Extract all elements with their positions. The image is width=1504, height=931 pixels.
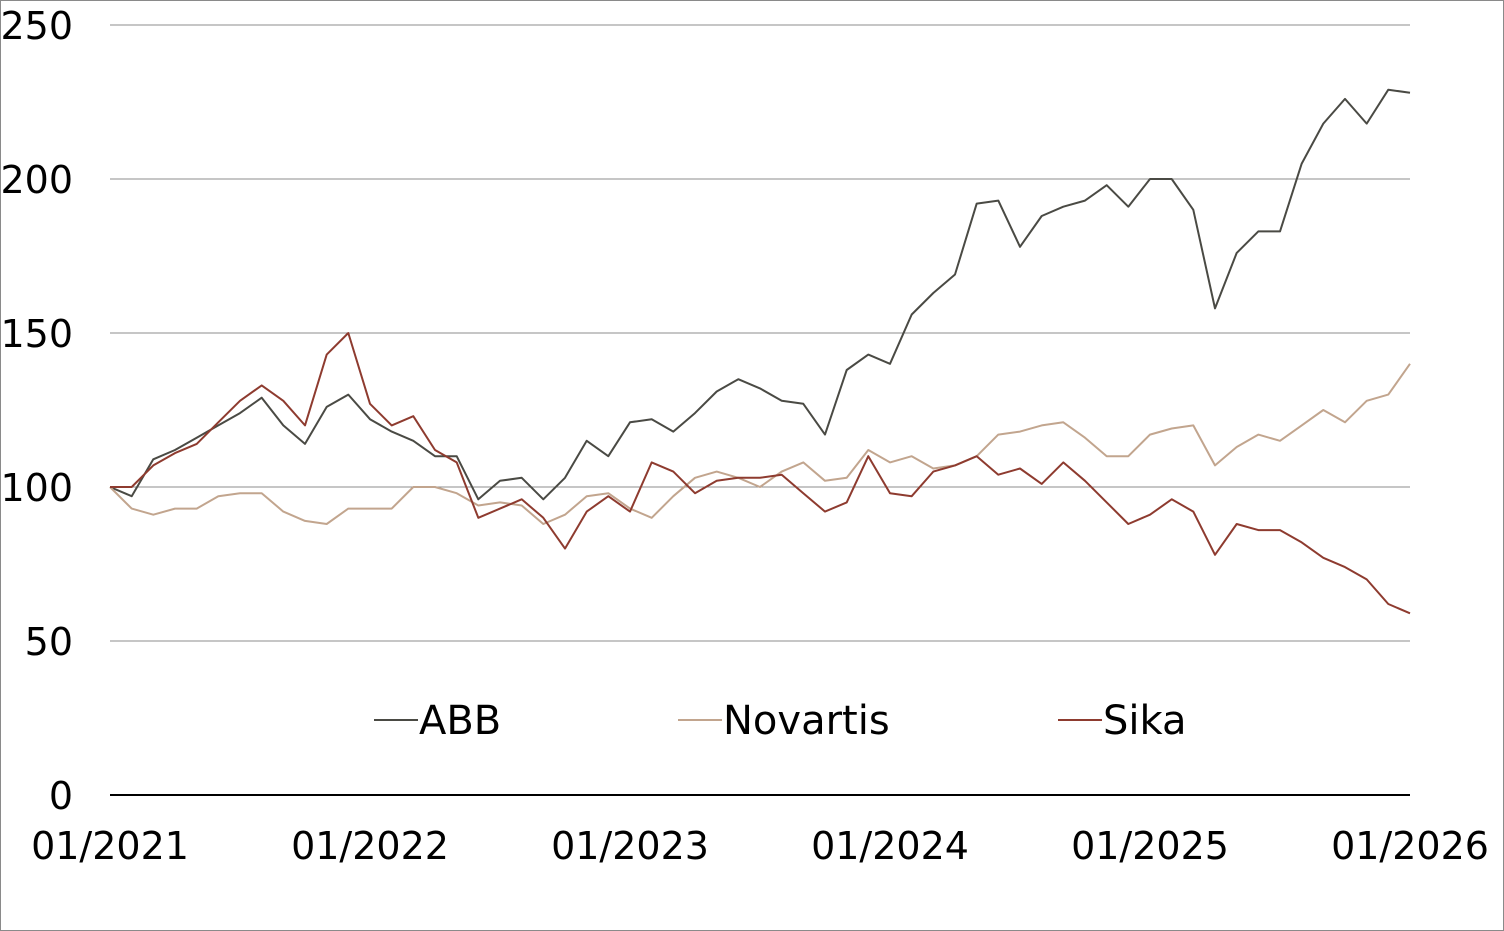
gridlines: [110, 24, 1410, 642]
y-tick-label: 50: [25, 620, 73, 664]
y-tick-label: 150: [1, 312, 73, 356]
series-line-novartis: [109, 363, 1411, 525]
series-line-sika: [110, 332, 1411, 615]
x-tick-label: 01/2022: [291, 824, 449, 868]
y-tick-label: 200: [1, 158, 73, 202]
legend-label: Novartis: [723, 698, 890, 744]
legend: ABB Novartis Sika: [374, 698, 1186, 744]
y-tick-label: 0: [49, 774, 73, 818]
legend-item-abb: ABB: [374, 698, 501, 744]
y-tick-label: 250: [1, 4, 73, 48]
y-tick-label: 100: [1, 466, 73, 510]
x-tick-label: 01/2023: [551, 824, 709, 868]
legend-item-sika: Sika: [1058, 698, 1186, 744]
y-axis-ticks: 0 50 100 150 200 250: [1, 4, 73, 818]
x-axis-ticks: 01/2021 01/2022 01/2023 01/2024 01/2025 01/20…: [31, 824, 1489, 868]
x-tick-label: 01/2025: [1071, 824, 1229, 868]
legend-item-novartis: Novartis: [678, 698, 890, 744]
series-line-abb: [109, 88, 1411, 501]
x-tick-label: 01/2021: [31, 824, 189, 868]
x-tick-label: 01/2026: [1331, 824, 1489, 868]
legend-label: ABB: [419, 698, 501, 744]
legend-label: Sika: [1103, 698, 1186, 744]
series-lines: [109, 88, 1411, 615]
x-tick-label: 01/2024: [811, 824, 969, 868]
